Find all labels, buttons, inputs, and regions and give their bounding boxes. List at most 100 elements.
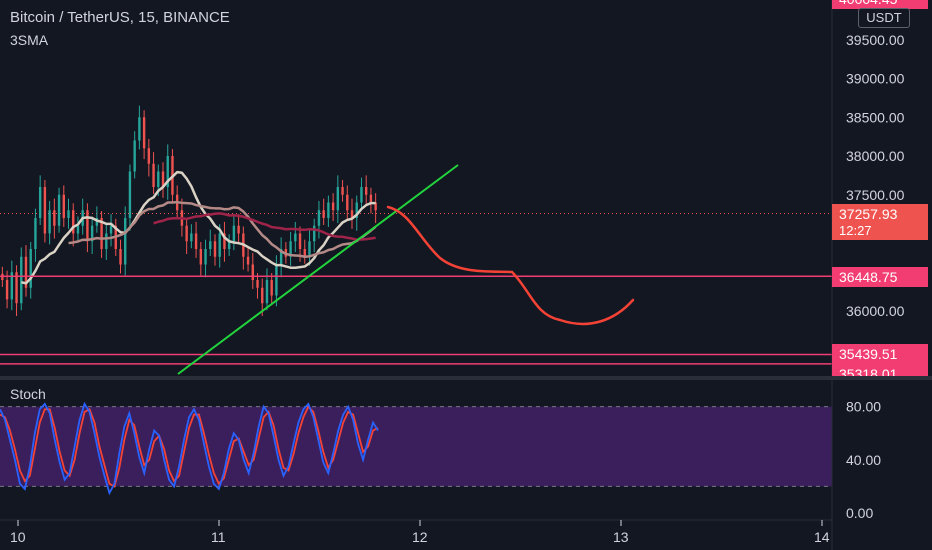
price-tick-label: 37500.00: [846, 187, 905, 203]
candle-body: [138, 117, 141, 141]
time-tick-label: 12: [412, 529, 428, 545]
price-tick-label: 38500.00: [846, 109, 905, 125]
candle-body: [133, 140, 136, 172]
candle-body: [341, 187, 344, 195]
support2-price-tag: 35318.01: [832, 364, 928, 376]
candle-body: [237, 225, 240, 234]
candle-body: [57, 194, 61, 226]
drawings[interactable]: [0, 164, 832, 375]
candle-body: [322, 210, 325, 218]
current-price-tag: 37257.93: [832, 204, 928, 224]
candle-body: [289, 241, 292, 257]
stoch-tick-label: 80.00: [846, 399, 881, 415]
candle-body: [10, 272, 14, 300]
candle-body: [355, 202, 358, 218]
candle-body: [5, 280, 9, 300]
time-tick-label: 13: [613, 529, 629, 545]
candle-body: [308, 241, 311, 257]
candle-body: [34, 218, 37, 249]
candle-body: [161, 171, 165, 187]
candle-body: [190, 233, 193, 242]
sma-slow-line: [153, 212, 376, 241]
candle-body: [227, 241, 231, 249]
candle-body: [336, 187, 340, 211]
candle-body: [317, 210, 321, 226]
candle-body: [185, 225, 188, 242]
candle-body: [67, 210, 70, 218]
candle-body: [38, 187, 42, 218]
countdown-tag: 12:27: [832, 222, 928, 240]
candle-body: [374, 202, 377, 211]
candle-body: [24, 256, 28, 288]
candle-body: [105, 233, 108, 249]
stoch-band: [0, 406, 832, 487]
stochastic-pane: 80.00 40.00 0.00: [0, 376, 932, 521]
candle-body: [270, 280, 273, 296]
trendline: [177, 164, 459, 375]
candle-body: [199, 249, 203, 265]
candle-body: [331, 202, 335, 211]
candle-body: [76, 225, 80, 234]
candle-body: [100, 218, 103, 249]
candle-body: [327, 202, 330, 218]
candle-body: [166, 156, 169, 187]
candle-body: [53, 210, 56, 226]
candle-body: [218, 233, 221, 257]
candle-body: [313, 225, 316, 242]
candle-body: [232, 225, 236, 242]
time-tick-label: 14: [814, 529, 830, 545]
candle-body: [128, 171, 132, 218]
candle-body: [124, 218, 127, 265]
resistance-price-tag: 36448.75: [832, 267, 928, 287]
time-axis[interactable]: 10 11 12 13 14: [0, 519, 832, 545]
candle-body: [346, 194, 349, 211]
candle-body: [213, 241, 217, 257]
candle-body: [43, 187, 47, 234]
candle-body: [369, 194, 373, 203]
indicator-label[interactable]: 3SMA: [10, 32, 49, 48]
candle-body: [15, 272, 18, 304]
candle-body: [72, 210, 75, 234]
candles: [1, 105, 377, 317]
candle-body: [360, 187, 363, 203]
candle-body: [204, 249, 207, 265]
currency-badge: USDT: [858, 8, 910, 28]
candle-body: [261, 287, 264, 304]
symbol-title[interactable]: Bitcoin / TetherUS, 15, BINANCE: [10, 9, 230, 26]
sma-mid-line: [68, 200, 377, 258]
candle-body: [256, 280, 259, 288]
candle-body: [364, 187, 368, 195]
candle-body: [147, 148, 151, 164]
price-tick-label: 39000.00: [846, 71, 905, 87]
candle-body: [350, 210, 354, 218]
time-tick-label: 10: [10, 529, 26, 545]
candle-body: [109, 225, 113, 234]
candle-body: [48, 210, 51, 234]
price-tag-top: 40004.45: [832, 0, 928, 9]
candle-body: [29, 249, 32, 288]
candle-body: [251, 264, 254, 280]
candle-body: [119, 249, 122, 265]
candle-body: [20, 256, 23, 304]
candle-body: [265, 280, 269, 304]
candle-body: [209, 241, 212, 249]
candle-body: [62, 194, 65, 218]
candle-body: [294, 233, 297, 242]
price-tick-label: 36000.00: [846, 303, 905, 319]
price-tick-label: 39500.00: [846, 32, 905, 48]
candle-body: [90, 225, 94, 242]
candle-body: [142, 117, 146, 149]
candle-body: [157, 171, 160, 187]
candle-body: [303, 249, 306, 257]
candle-body: [275, 264, 278, 296]
stoch-d-line: [0, 405, 379, 488]
moving-averages: [21, 170, 377, 285]
stoch-label[interactable]: Stoch: [10, 386, 46, 402]
candle-body: [152, 163, 155, 187]
stoch-k-line: [0, 401, 379, 496]
candle-body: [223, 233, 226, 249]
candle-body: [194, 233, 198, 249]
candle-body: [86, 210, 89, 242]
candle-body: [298, 233, 302, 249]
